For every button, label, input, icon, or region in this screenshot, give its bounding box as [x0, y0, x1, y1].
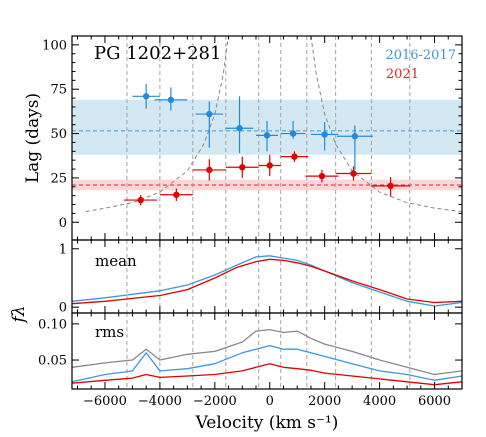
lag-point	[206, 166, 213, 174]
x-tick-label: 0	[266, 394, 274, 409]
spectrum-line	[72, 344, 462, 383]
y-tick-label: 0	[59, 301, 67, 316]
x-tick-label: −4000	[138, 394, 182, 409]
spectrum-line	[72, 255, 462, 307]
y-tick-label: 0.05	[38, 354, 67, 369]
lag-point	[291, 153, 298, 160]
lag-point	[206, 110, 213, 118]
lag-point	[142, 93, 150, 100]
y-tick-label: 25	[50, 171, 67, 186]
x-tick-label: −2000	[193, 394, 237, 409]
legend-entry-2016-2017: 2016-2017	[385, 48, 456, 63]
lag-point	[289, 130, 297, 137]
lag-point	[351, 133, 359, 140]
y-tick-label: 0.10	[38, 317, 67, 332]
y-tick-label: 0	[59, 216, 67, 231]
x-axis-label: Velocity (km s⁻¹)	[195, 413, 339, 433]
y-tick-label: 100	[42, 38, 67, 53]
axes-frame	[71, 312, 463, 390]
x-tick-label: 6000	[418, 394, 451, 409]
lag-point	[318, 172, 326, 180]
lag-point	[263, 132, 271, 139]
mean-panel: 0 1 mean	[59, 239, 463, 316]
lag-point	[236, 125, 243, 132]
y-axis-label-lag: Lag (days)	[23, 93, 43, 183]
spectrum-line	[72, 328, 462, 376]
virial-envelope-curve	[85, 36, 229, 213]
axes-frame	[71, 239, 463, 314]
lag-point	[387, 182, 394, 190]
x-tick-label: 2000	[308, 394, 341, 409]
y-axis-label-flux: fλ	[9, 305, 29, 324]
lag-confidence-band	[72, 179, 462, 191]
lag-point	[239, 164, 246, 171]
x-tick-label: −6000	[83, 394, 127, 409]
y-tick-label: 50	[50, 127, 67, 142]
lag-panel: 0 25 50 75 100 PG 1202+281 2016-2017 2021	[42, 35, 463, 241]
lag-point	[173, 191, 180, 198]
lag-point	[321, 131, 328, 138]
lag-point	[350, 170, 357, 177]
chart-title: PG 1202+281	[94, 43, 221, 64]
lag-point	[266, 162, 273, 169]
spectrum-line	[72, 258, 462, 305]
mean-panel-label: mean	[95, 252, 137, 270]
y-tick-label: 1	[59, 242, 67, 257]
x-tick-label: 4000	[363, 394, 396, 409]
y-tick-label: 75	[50, 83, 67, 98]
legend-entry-2021: 2021	[386, 67, 419, 82]
lag-point	[167, 96, 175, 104]
spectrum-line	[72, 363, 462, 386]
rms-panel-label: rms	[95, 323, 124, 341]
lag-point	[137, 196, 144, 204]
rms-panel: 0.05 0.10 −6000 −4000 −2000 0 2000 4000 6000 rms	[38, 312, 463, 409]
